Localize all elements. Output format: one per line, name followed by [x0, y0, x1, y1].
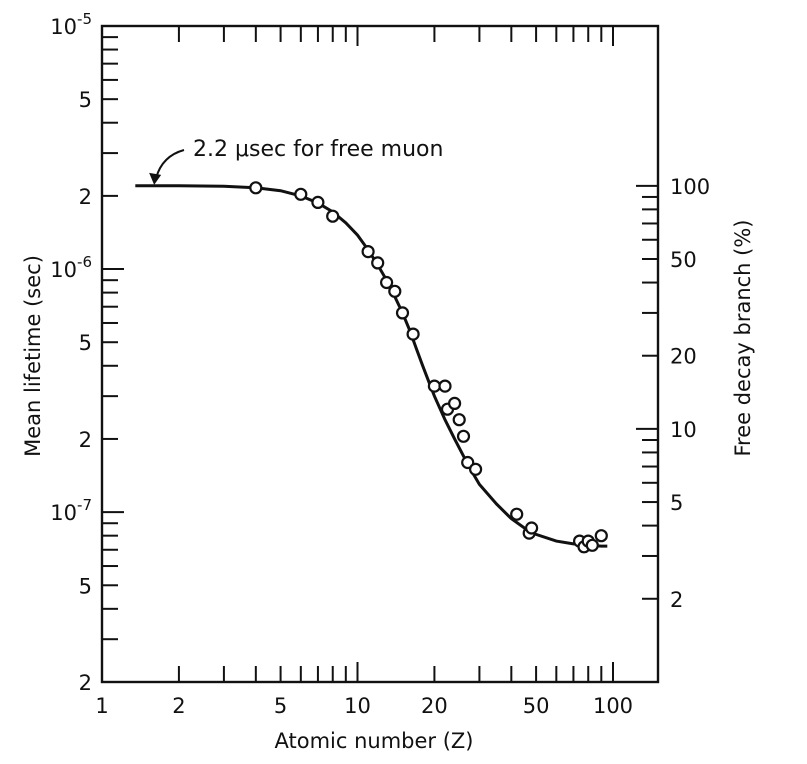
- data-point: [452, 413, 466, 427]
- data-point: [594, 529, 608, 543]
- left-tick-label: 5: [79, 574, 92, 598]
- free-muon-annotation: 2.2 μsec for free muon: [149, 137, 443, 185]
- data-point: [311, 195, 325, 209]
- data-point: [380, 275, 394, 290]
- data-point: [438, 379, 452, 393]
- x-axis-tick-labels: 1 2 5 10 20 50 100: [95, 694, 633, 718]
- right-tick-label: 2: [670, 588, 683, 612]
- left-tick-label: 2: [79, 185, 92, 209]
- data-point: [388, 284, 402, 298]
- data-point: [249, 181, 263, 195]
- x-axis-ticks: [101, 26, 615, 682]
- data-point: [406, 327, 420, 341]
- data-point: [585, 538, 599, 552]
- x-axis-title: Atomic number (Z): [275, 729, 474, 753]
- annotation-arrowhead: [149, 172, 162, 185]
- right-axis-title: Free decay branch (%): [731, 219, 755, 456]
- data-point: [326, 209, 340, 223]
- x-tick-label: 100: [593, 694, 633, 718]
- x-tick-label: 10: [344, 694, 371, 718]
- x-tick-label: 50: [523, 694, 550, 718]
- annotation-text: 2.2 μsec for free muon: [193, 137, 443, 162]
- left-tick-label: 10-5: [50, 10, 92, 39]
- left-axis-title: Mean lifetime (sec): [21, 255, 45, 457]
- annotation-arrow: [155, 149, 185, 179]
- left-tick-label: 5: [79, 88, 92, 112]
- right-axis-tick-labels: 100 50 20 10 5 2: [670, 175, 710, 612]
- left-tick-label: 5: [79, 331, 92, 355]
- data-point: [427, 379, 441, 393]
- data-points: [249, 181, 608, 554]
- data-point: [361, 245, 375, 259]
- data-point: [448, 396, 462, 410]
- left-axis-ticks: [102, 36, 124, 683]
- right-tick-label: 5: [670, 491, 683, 515]
- right-axis-ticks: [636, 184, 658, 600]
- right-tick-label: 100: [670, 175, 710, 199]
- data-point: [510, 507, 524, 521]
- plot-frame: [100, 24, 660, 684]
- left-axis-tick-labels: 10-5 5 2 10-6 5 2 10-7 5 2: [50, 10, 92, 695]
- right-tick-label: 50: [670, 248, 697, 272]
- data-point: [524, 521, 539, 535]
- data-point: [371, 256, 385, 270]
- right-tick-label: 10: [670, 418, 697, 442]
- x-tick-label: 20: [421, 694, 448, 718]
- left-tick-label: 10-6: [50, 253, 92, 282]
- x-tick-label: 2: [172, 694, 185, 718]
- data-point: [456, 429, 471, 443]
- right-tick-label: 20: [670, 345, 697, 369]
- x-tick-label: 1: [95, 694, 108, 718]
- fit-curve: [135, 184, 608, 548]
- x-tick-label: 5: [274, 694, 287, 718]
- data-point: [294, 187, 308, 201]
- data-point: [469, 462, 483, 476]
- left-tick-label: 2: [79, 671, 92, 695]
- left-tick-label: 10-7: [50, 496, 92, 525]
- data-point: [395, 306, 410, 320]
- left-tick-label: 2: [79, 428, 92, 452]
